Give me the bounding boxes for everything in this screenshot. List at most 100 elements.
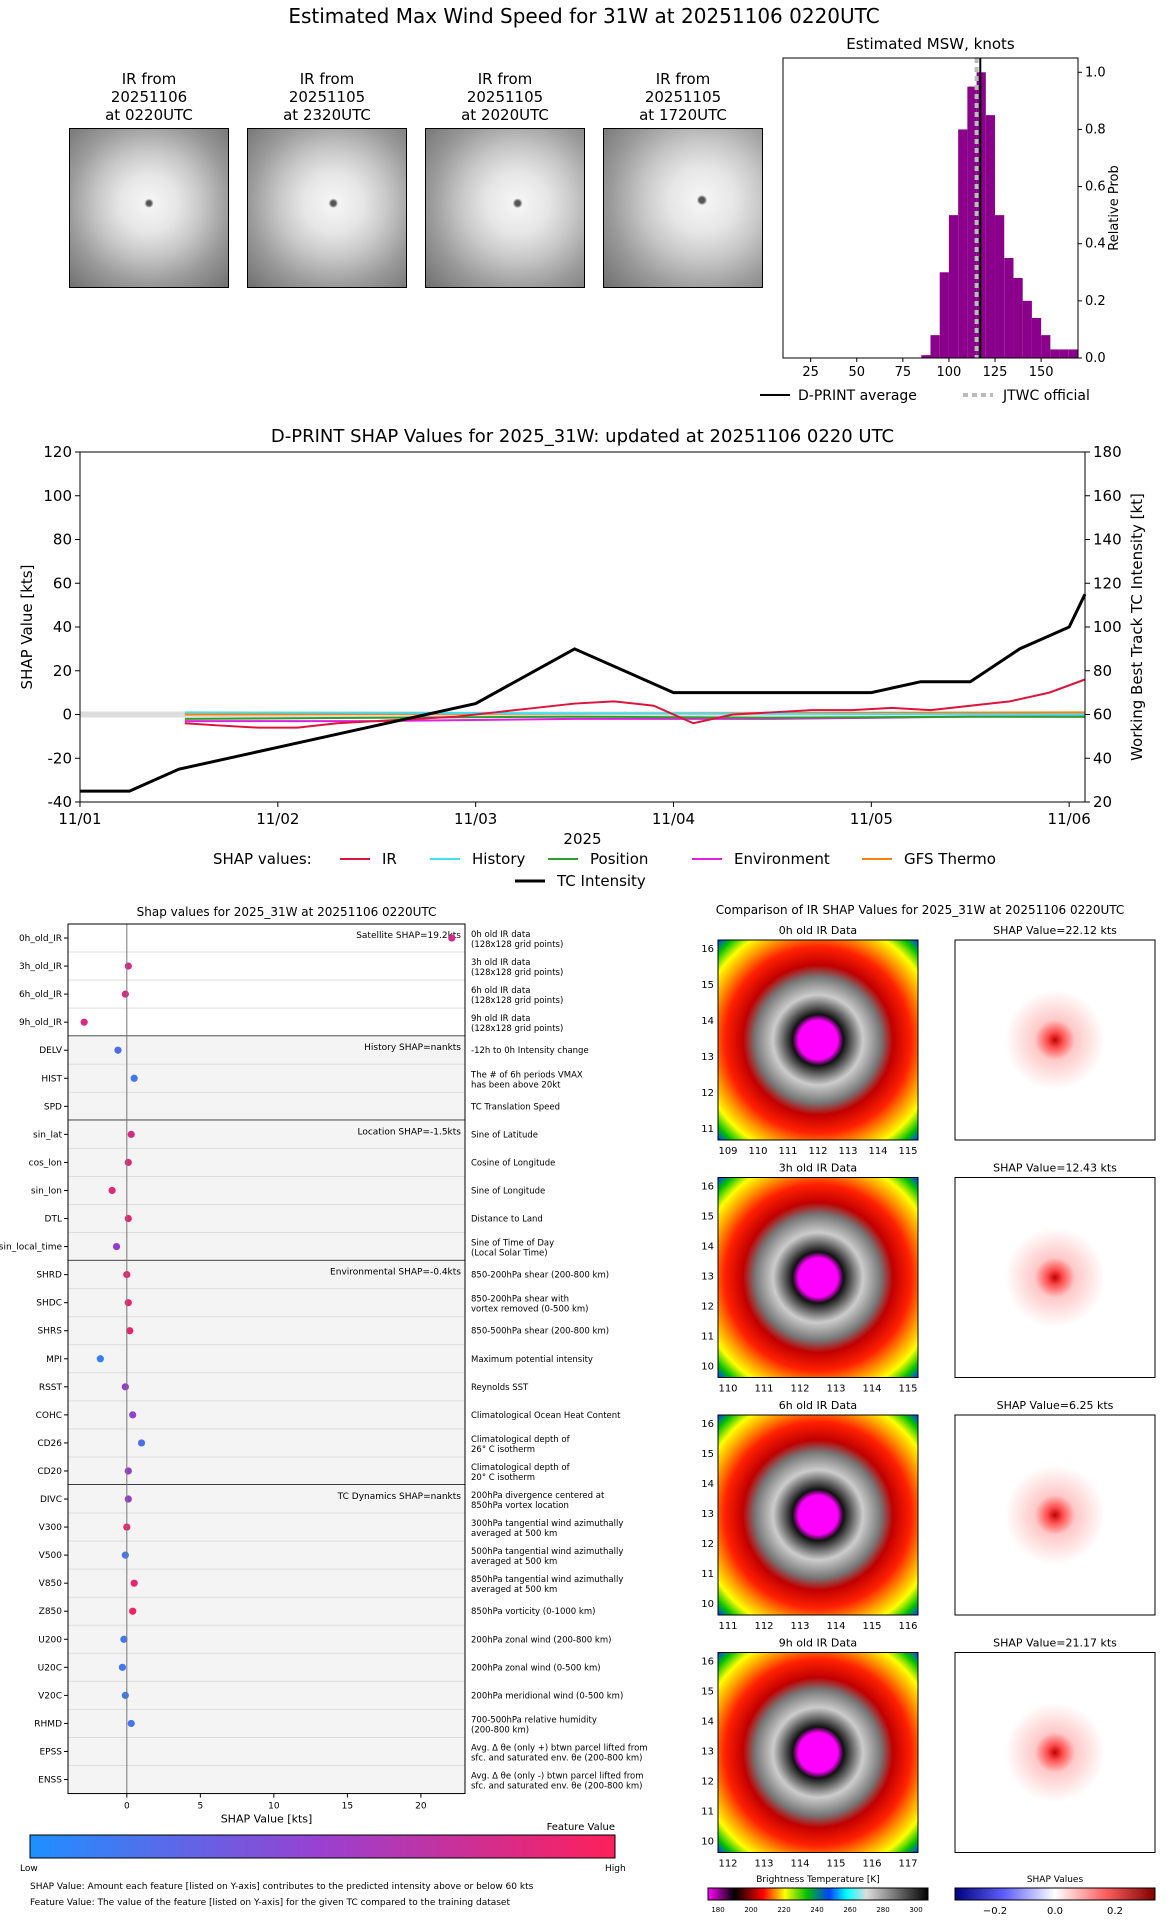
ir-panel-ytick-label: 13 bbox=[701, 1052, 714, 1063]
feature-description: (128x128 grid points) bbox=[471, 940, 563, 950]
histogram-xtick-label: 150 bbox=[1029, 365, 1054, 380]
ir-satellite-image bbox=[425, 128, 585, 288]
feature-description: Climatological depth of bbox=[471, 1463, 571, 1473]
feature-group-band bbox=[68, 1485, 465, 1794]
feature-name: DTL bbox=[45, 1215, 62, 1225]
ir-panel-ytick-label: 10 bbox=[701, 1362, 714, 1373]
ir-satellite-image bbox=[69, 128, 229, 288]
histogram-bar bbox=[1022, 300, 1032, 358]
ir-colorbar-tick: 280 bbox=[876, 1906, 889, 1914]
feature-description: Climatological depth of bbox=[471, 1435, 571, 1445]
timeseries-xtick-label: 11/04 bbox=[652, 810, 695, 828]
feature-name: CD26 bbox=[37, 1439, 62, 1449]
ir-panel-xtick-label: 112 bbox=[718, 1859, 737, 1870]
histogram-bar bbox=[1059, 349, 1069, 358]
shap-panel-title: SHAP Value=22.12 kts bbox=[993, 924, 1117, 937]
feature-description: Avg. Δ θe (only -) btwn parcel lifted fr… bbox=[471, 1772, 644, 1782]
feature-name: RHMD bbox=[34, 1719, 62, 1729]
ir-panel-xtick-label: 114 bbox=[868, 1146, 887, 1157]
ir-panel-title: 9h old IR Data bbox=[779, 1637, 857, 1650]
timeseries-title: D-PRINT SHAP Values for 2025_31W: update… bbox=[271, 426, 894, 447]
feature-shap-point bbox=[124, 1299, 132, 1307]
feature-description: 200hPa zonal wind (200-800 km) bbox=[471, 1635, 611, 1645]
legend-label-ir: IR bbox=[382, 850, 397, 868]
feature-description: 9h old IR data bbox=[471, 1014, 530, 1024]
ir-colorbar-tick: 220 bbox=[777, 1906, 790, 1914]
ir-thumbnail-caption: IR from 20251106 at 0220UTC bbox=[69, 70, 229, 124]
ir-panel-ytick-label: 12 bbox=[701, 1777, 714, 1788]
ir-colorbar-label: Brightness Temperature [K] bbox=[756, 1875, 880, 1885]
feature-description: (128x128 grid points) bbox=[471, 996, 563, 1006]
ir-panel-xtick-label: 114 bbox=[862, 1384, 881, 1395]
ir-panel-ytick-label: 16 bbox=[701, 1657, 714, 1668]
timeseries-ytick-label: 120 bbox=[43, 443, 72, 461]
page-title: Estimated Max Wind Speed for 31W at 2025… bbox=[288, 4, 880, 28]
histogram-xtick-label: 100 bbox=[937, 365, 962, 380]
legend-jtwc-label: JTWC official bbox=[1002, 388, 1090, 404]
ir-panel-xtick-label: 116 bbox=[862, 1859, 881, 1870]
ir-colorbar-tick: 180 bbox=[711, 1906, 724, 1914]
ir-panel-xtick-label: 111 bbox=[718, 1621, 737, 1632]
ir-panel-ytick-label: 16 bbox=[701, 1182, 714, 1193]
feature-description: Sine of Longitude bbox=[471, 1186, 545, 1196]
ir-panel-ytick-label: 10 bbox=[701, 1837, 714, 1848]
feature-description: 20° C isotherm bbox=[471, 1473, 535, 1483]
ir-panel-xtick-label: 113 bbox=[826, 1384, 845, 1395]
ir-panel-ytick-label: 11 bbox=[701, 1124, 714, 1135]
feature-description: 0h old IR data bbox=[471, 930, 530, 940]
shap-panel-title: SHAP Value=6.25 kts bbox=[997, 1399, 1114, 1412]
colorbar-high-label: High bbox=[605, 1864, 626, 1874]
feature-xtick-label: 0 bbox=[124, 1802, 130, 1812]
ir-colorbar-tick: 260 bbox=[843, 1906, 856, 1914]
ir-panel-ytick-label: 12 bbox=[701, 1088, 714, 1099]
histogram-ytick-label: 1.0 bbox=[1085, 65, 1106, 80]
feature-name: DIVC bbox=[40, 1495, 62, 1505]
feature-shap-point bbox=[137, 1439, 146, 1447]
histogram-xtick-label: 125 bbox=[983, 365, 1008, 380]
feature-description: vortex removed (0-500 km) bbox=[471, 1305, 588, 1315]
feature-shap-point bbox=[112, 1242, 121, 1251]
shap-panel-title: SHAP Value=12.43 kts bbox=[993, 1162, 1117, 1175]
ir-panel-ytick-label: 13 bbox=[701, 1509, 714, 1520]
ir-panel-ytick-label: 12 bbox=[701, 1539, 714, 1550]
timeseries-xlabel: 2025 bbox=[563, 830, 601, 848]
ir-panel-title: 3h old IR Data bbox=[779, 1162, 857, 1175]
feature-group-label: Environmental SHAP=-0.4kts bbox=[330, 1268, 461, 1278]
ir-panel-xtick-label: 111 bbox=[754, 1384, 773, 1395]
ir-panel-image bbox=[717, 1414, 919, 1616]
histogram-bar bbox=[1004, 258, 1014, 358]
ir-caption-line3: at 2320UTC bbox=[283, 106, 371, 124]
ir-panel-ytick-label: 15 bbox=[701, 1687, 714, 1698]
shap-panel-image bbox=[954, 939, 1156, 1141]
legend-dprint-label: D-PRINT average bbox=[798, 388, 917, 404]
ir-satellite-image bbox=[247, 128, 407, 288]
feature-xtick-label: 20 bbox=[415, 1802, 427, 1812]
feature-xlabel: SHAP Value [kts] bbox=[221, 1813, 313, 1826]
feature-name: SHDC bbox=[36, 1299, 62, 1309]
timeseries-y2tick-label: 100 bbox=[1093, 618, 1122, 636]
feature-group-label: Location SHAP=-1.5kts bbox=[357, 1127, 461, 1137]
feature-description: Climatological Ocean Heat Content bbox=[471, 1411, 621, 1421]
ir-panel-ytick-label: 16 bbox=[701, 944, 714, 955]
feature-chart-frame bbox=[67, 923, 466, 1795]
feature-name: 6h_old_IR bbox=[19, 990, 62, 1000]
ir-panel-ytick-label: 14 bbox=[701, 1479, 714, 1490]
ir-caption-line1: IR from bbox=[477, 70, 533, 88]
feature-description: 500hPa tangential wind azimuthally bbox=[471, 1547, 623, 1557]
tc-intensity-line bbox=[80, 593, 1087, 793]
msw-histogram-chart: Estimated MSW, knots 25 50 75 100 125 150 0.0 0.… bbox=[760, 35, 1122, 404]
histogram-bar bbox=[1050, 349, 1060, 358]
feature-shap-point bbox=[121, 1551, 129, 1559]
feature-name: U20C bbox=[38, 1663, 62, 1673]
feature-description: 850hPa vortex location bbox=[471, 1501, 569, 1511]
feature-shap-point bbox=[130, 1074, 138, 1082]
feature-description: 700-500hPa relative humidity bbox=[471, 1715, 597, 1725]
feature-description: 850-500hPa shear (200-800 km) bbox=[471, 1327, 609, 1337]
feature-description: Distance to Land bbox=[471, 1215, 543, 1225]
legend-label-environment: Environment bbox=[734, 850, 830, 868]
feature-description: averaged at 500 km bbox=[471, 1529, 557, 1539]
feature-description: 200hPa zonal wind (0-500 km) bbox=[471, 1663, 601, 1673]
series-line-position bbox=[184, 715, 1085, 720]
ir-panel-ytick-label: 15 bbox=[701, 980, 714, 991]
histogram-ylabel: Relative Prob bbox=[1107, 165, 1122, 250]
